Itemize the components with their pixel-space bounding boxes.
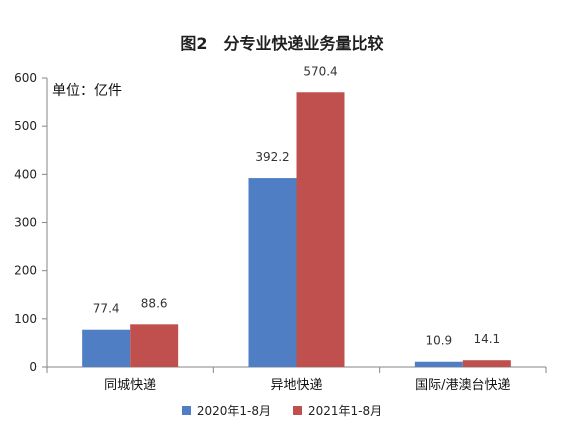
data-label: 570.4 <box>303 64 337 78</box>
data-label: 14.1 <box>473 332 500 346</box>
legend-item-2020: 2020年1-8月 <box>181 402 271 419</box>
data-label: 77.4 <box>93 302 120 316</box>
data-label: 88.6 <box>141 296 168 310</box>
data-label: 10.9 <box>425 334 452 348</box>
bar-chart: 0 100 200 300 400 500 600 77.4 88.6 同城快递 392.2 570.… <box>14 64 547 393</box>
x-tick-label: 国际/港澳台快递 <box>415 377 510 393</box>
chart-title: 图2 分专业快递业务量比较 <box>180 34 384 53</box>
legend-swatch-2020 <box>181 406 191 415</box>
x-tick-label: 同城快递 <box>104 378 156 393</box>
legend-item-2021: 2021年1-8月 <box>293 402 382 419</box>
y-tick-label: 500 <box>14 119 37 133</box>
y-tick-label: 100 <box>14 312 37 326</box>
bar-2021 <box>296 92 345 368</box>
data-label: 392.2 <box>255 150 289 164</box>
legend-label-2021: 2021年1-8月 <box>308 404 383 418</box>
bar-2021 <box>462 360 511 367</box>
legend-swatch-2021 <box>293 406 302 415</box>
bar-2020 <box>248 178 297 367</box>
y-tick-label: 300 <box>14 216 37 230</box>
unit-label: 单位：亿件 <box>52 83 122 99</box>
bar-2021 <box>130 324 179 367</box>
x-tick-label: 异地快递 <box>270 378 322 393</box>
y-tick-label: 200 <box>14 264 37 278</box>
legend: 2020年1-8月 2021年1-8月 <box>0 402 564 419</box>
legend-label-2020: 2020年1-8月 <box>196 404 271 418</box>
bar-2020 <box>414 361 463 367</box>
bar-2020 <box>82 329 131 367</box>
y-tick-label: 400 <box>14 167 37 181</box>
y-tick-label: 600 <box>14 71 37 85</box>
y-tick-label: 0 <box>29 360 37 374</box>
